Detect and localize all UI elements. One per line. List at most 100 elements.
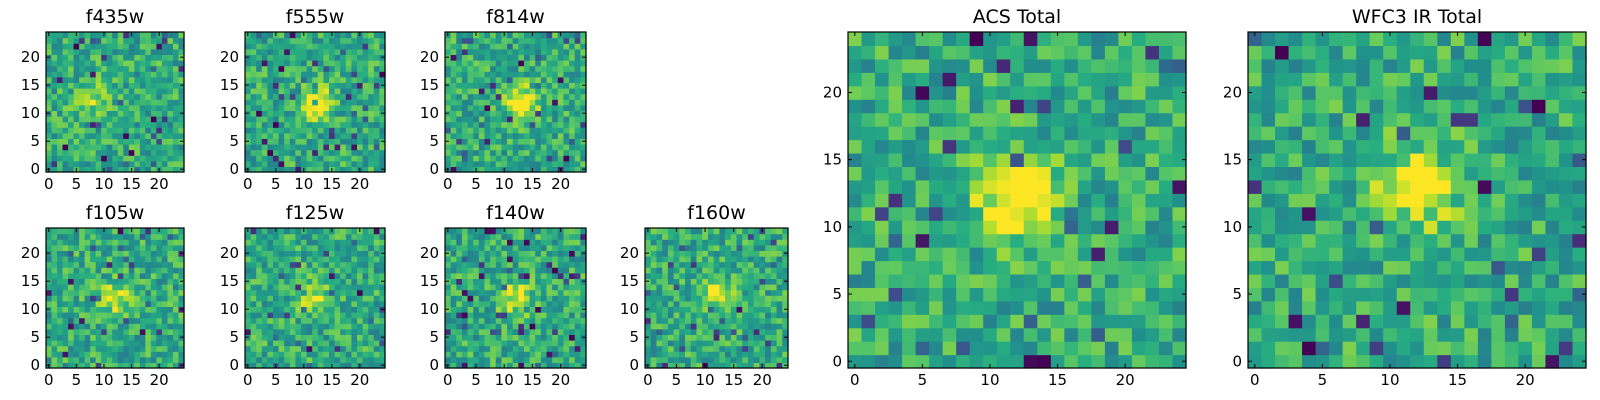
heatmap-cell [552,116,559,123]
heatmap-cell [273,284,280,291]
heatmap-cell [323,144,330,151]
heatmap-cell [84,256,91,263]
heatmap-cell [484,317,491,324]
heatmap-cell [334,93,341,100]
y-tick-label: 0 [629,356,639,374]
heatmap-cell [323,121,330,128]
heatmap-cell [362,284,369,291]
heatmap-cell [46,60,53,67]
heatmap-cell [540,127,548,134]
heatmap-cell [662,334,669,341]
heatmap-cell [535,160,542,167]
heatmap-cell [267,155,274,162]
heatmap-cell [478,272,486,279]
heatmap-cell [57,295,64,302]
heatmap-cell [46,121,53,128]
heatmap-cell [134,104,141,111]
heatmap-cell [101,334,108,341]
heatmap-cell [267,267,274,274]
heatmap-cell [145,250,152,257]
heatmap-cell [273,65,280,72]
heatmap-cell [535,99,542,106]
heatmap-cell [301,267,308,274]
heatmap-cell [90,317,97,324]
heatmap-cell [95,166,102,173]
heatmap-cell [507,116,514,123]
heatmap-cell [256,267,263,274]
heatmap-cell [301,37,308,44]
heatmap-cell [1145,220,1160,235]
heatmap-cell [284,76,291,83]
heatmap-cell [167,110,174,117]
heatmap-cell [57,312,64,319]
heatmap-cell [552,306,559,313]
heatmap-cell [134,334,141,341]
heatmap-cell [473,233,480,240]
heatmap-cell [245,261,252,268]
heatmap-cell [329,256,336,263]
heatmap-cell [569,295,576,302]
heatmap-cell [295,289,302,296]
heatmap-cell [273,43,280,50]
heatmap-cell [323,250,330,257]
heatmap-cell [289,110,296,117]
heatmap-cell [273,71,280,78]
heatmap-cell [673,334,680,341]
heatmap-cell [73,76,80,83]
heatmap-cell [306,362,313,369]
heatmap-cell [507,71,514,78]
heatmap-cell [753,295,760,302]
heatmap-cell [467,278,474,285]
heatmap-cell [178,116,185,123]
heatmap-cell [368,93,375,100]
heatmap-cell [362,166,369,173]
heatmap-cell [690,244,698,251]
heatmap-cell [445,267,452,274]
heatmap-cell [334,233,341,240]
heatmap-cell [563,99,570,106]
heatmap-cell [128,138,135,145]
heatmap-cell [340,160,347,167]
heatmap-cell [101,149,108,156]
heatmap-cell [101,37,108,44]
heatmap-cell [1145,193,1160,208]
heatmap-cell [373,121,380,128]
heatmap-cell [507,160,514,167]
heatmap-cell [95,149,102,156]
heatmap-cell [156,278,163,285]
heatmap-cell [90,284,97,291]
heatmap-cell [461,306,469,313]
heatmap-cell [273,110,280,117]
heatmap-cell [267,345,274,352]
heatmap-cell [650,289,658,296]
x-tick-label: 20 [551,175,570,193]
heatmap-cell [101,317,108,324]
heatmap-cell [73,82,80,89]
heatmap-cell [284,250,291,257]
heatmap-cell [46,239,53,246]
heatmap-cell [1091,179,1106,194]
heatmap-cell [490,155,497,162]
heatmap-cell [62,121,69,128]
heatmap-cell [484,71,491,78]
heatmap-cell [106,340,113,347]
heatmap-cell [461,284,469,291]
heatmap-cell [128,104,135,111]
heatmap-cell [123,284,130,291]
heatmap-cell [523,60,531,67]
heatmap-cell [295,328,302,335]
heatmap-cell [156,132,163,139]
heatmap-cell [261,284,268,291]
heatmap-cell [351,138,358,145]
heatmap-cell [172,356,180,363]
heatmap-cell [713,317,720,324]
heatmap-cell [57,88,64,95]
heatmap-cell [1091,220,1106,235]
heatmap-cell [540,99,548,106]
heatmap-cell [95,43,102,50]
heatmap-cell [51,160,58,167]
heatmap-cell [289,99,296,106]
heatmap-cell [373,278,380,285]
heatmap-cell [929,233,944,248]
heatmap-cell [329,284,336,291]
